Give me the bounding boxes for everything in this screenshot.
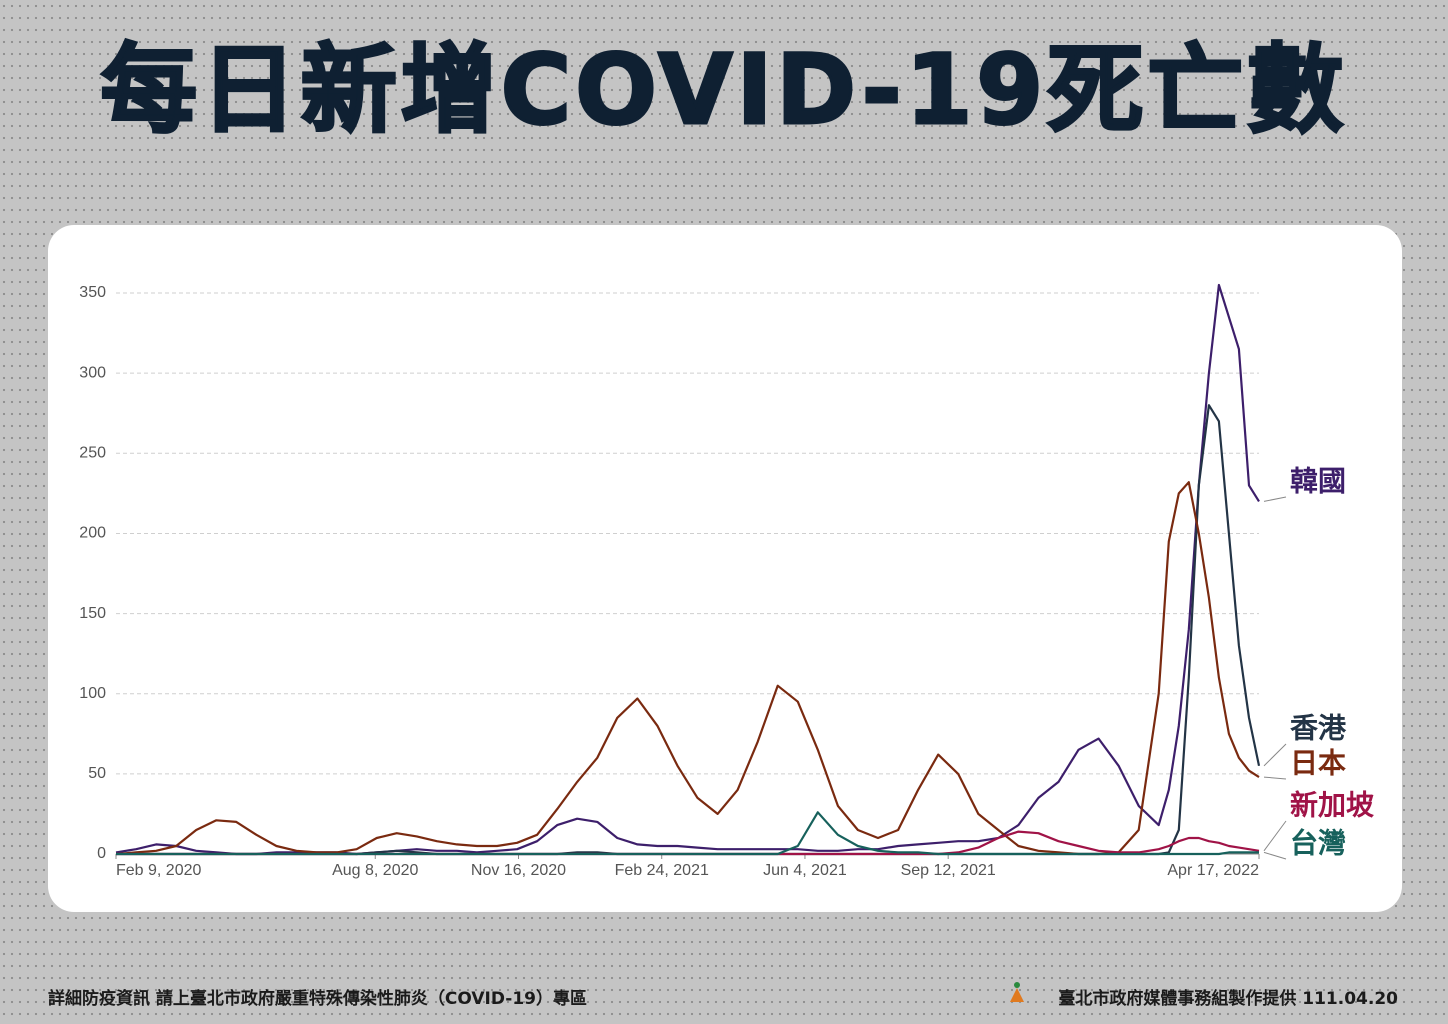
y-tick-label: 200	[79, 525, 106, 542]
y-tick-label: 50	[88, 765, 106, 782]
series-line	[115, 481, 1260, 856]
series-line	[116, 404, 1261, 856]
leader-line	[1263, 743, 1287, 767]
series-label: 香港	[1290, 712, 1347, 743]
x-tick-label: Sep 12, 2021	[901, 862, 996, 879]
series-label: 新加坡	[1290, 789, 1374, 820]
x-tick-label: Feb 24, 2021	[615, 862, 709, 879]
y-tick-label: 350	[79, 284, 106, 301]
x-tick-label: Apr 17, 2022	[1167, 862, 1259, 879]
series-line	[116, 830, 1260, 856]
chart-panel	[48, 225, 1402, 912]
series-label: 台灣	[1290, 826, 1346, 858]
y-tick-label: 150	[79, 605, 106, 622]
leader-line	[1263, 776, 1287, 780]
y-tick-label: 100	[79, 685, 106, 702]
x-tick-label: Aug 8, 2020	[332, 862, 418, 879]
x-tick-label: Feb 9, 2020	[116, 862, 202, 879]
series-label: 日本	[1290, 747, 1346, 778]
page-title: 每日新增COVID-19死亡數	[99, 33, 1348, 148]
leader-line	[1263, 496, 1287, 502]
series-label: 韓國	[1290, 465, 1346, 496]
y-tick-label: 250	[79, 445, 106, 462]
footer-note: 詳細防疫資訊 請上臺北市政府嚴重特殊傳染性肺炎（COVID-19）專區	[48, 989, 588, 1009]
series-line	[116, 811, 1259, 856]
y-tick-label: 300	[79, 364, 106, 381]
y-tick-label: 0	[97, 845, 106, 862]
leader-line	[1263, 851, 1287, 860]
x-tick-label: Nov 16, 2020	[471, 862, 566, 879]
footer-credit: 臺北市政府媒體事務組製作提供 111.04.20	[1058, 989, 1398, 1009]
x-tick-label: Jun 4, 2021	[763, 862, 847, 879]
leader-line	[1263, 820, 1287, 852]
series-line	[115, 283, 1260, 856]
